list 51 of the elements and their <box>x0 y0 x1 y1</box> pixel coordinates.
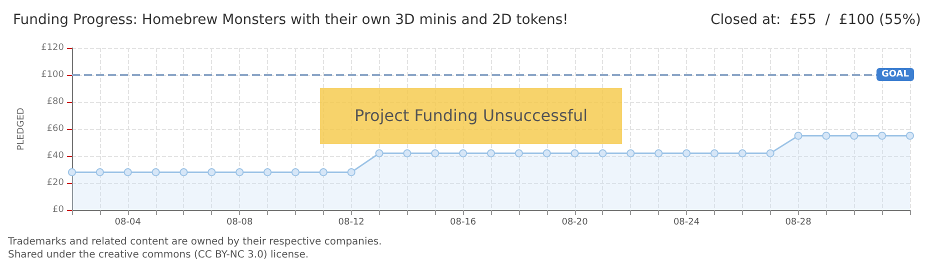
y-axis-title: PLEDGED <box>16 108 26 150</box>
point <box>459 149 468 158</box>
point <box>794 132 802 140</box>
point <box>738 149 746 158</box>
chart-title: Funding Progress: Homebrew Monsters with their own 3D minis and 2D tokens! <box>13 12 568 28</box>
x-tick-label: 08-16 <box>450 218 476 228</box>
point <box>291 168 300 176</box>
point <box>626 149 635 158</box>
ref-line-label: GOAL <box>882 70 910 80</box>
y-tick-label: £60 <box>46 124 64 134</box>
point <box>654 149 663 158</box>
point <box>152 168 160 176</box>
x-tick-label: 08-08 <box>226 218 253 228</box>
point <box>822 132 830 140</box>
x-tick-label: 08-04 <box>114 218 142 228</box>
point <box>319 168 328 176</box>
y-tick-label: £0 <box>52 205 64 215</box>
y-tick-label: £120 <box>41 43 64 53</box>
point <box>906 132 914 140</box>
point <box>878 132 886 140</box>
point <box>570 149 579 158</box>
y-tick-label: £40 <box>46 151 64 161</box>
point <box>208 168 216 176</box>
point <box>96 168 104 176</box>
text: Shared under the creative commons (CC BY-NC 3.0) license. <box>8 250 309 260</box>
point <box>766 149 774 158</box>
y-tick-label: £20 <box>46 178 64 188</box>
y-tick-label: £80 <box>46 97 64 107</box>
point <box>850 132 858 140</box>
point <box>347 168 356 176</box>
point <box>487 149 495 158</box>
point <box>403 149 412 158</box>
x-tick-label: 08-24 <box>673 218 700 228</box>
point <box>68 168 76 176</box>
point <box>542 149 551 158</box>
point <box>375 149 384 158</box>
text: Trademarks and related content are owned by their respective companies. <box>7 236 382 248</box>
point <box>180 168 188 176</box>
point <box>514 149 523 158</box>
point <box>682 149 691 158</box>
y-tick-label: £100 <box>41 70 64 80</box>
point <box>236 168 244 176</box>
chart-subtitle: Closed at: £55 / £100 (55%) <box>710 12 922 28</box>
point <box>431 149 440 158</box>
x-tick-label: 08-20 <box>562 218 588 228</box>
point <box>124 168 132 176</box>
x-tick-label: 08-28 <box>785 218 812 228</box>
x-tick-label: 08-12 <box>338 218 364 228</box>
point <box>710 149 718 158</box>
point <box>598 149 607 158</box>
point <box>264 168 272 176</box>
